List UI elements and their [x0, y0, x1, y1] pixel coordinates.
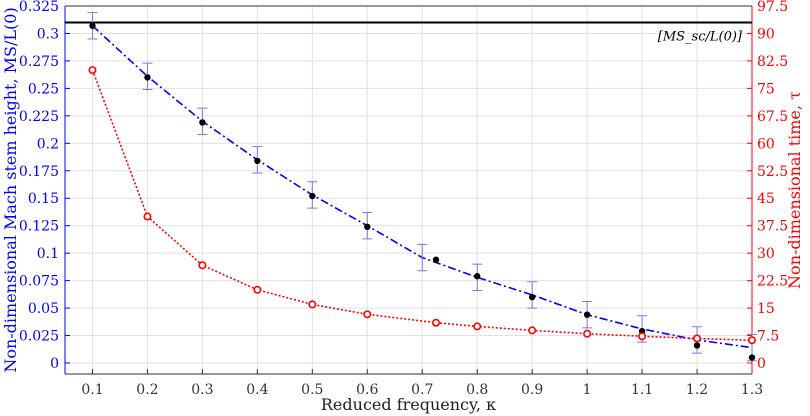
data-point-ms: [199, 119, 206, 126]
x-tick-label: 1.2: [686, 382, 708, 398]
data-point-tau: [88, 66, 97, 75]
x-tick-label: 1: [583, 382, 592, 398]
data-point-ms: [693, 342, 701, 349]
data-point-ms: [528, 293, 536, 301]
y-left-tick-label: 0.075: [19, 274, 59, 290]
y-right-tick-label: 0: [757, 356, 766, 372]
y-right-tick-label: 7.5: [757, 329, 779, 345]
x-tick-label: 1.3: [741, 382, 763, 398]
y-right-tick-label: 30: [757, 246, 775, 262]
x-tick-label: 0.1: [81, 382, 103, 398]
y-left-tick-label: 0.025: [19, 329, 59, 345]
x-tick-label: 0.9: [521, 382, 543, 398]
y-left-tick-label: 0.125: [19, 219, 59, 235]
y-right-tick-label: 45: [757, 191, 775, 207]
data-point-tau: [473, 322, 482, 331]
y-right-tick-label: 82.5: [757, 54, 788, 70]
y-right-tick-label: 90: [757, 26, 775, 42]
data-point-tau: [363, 310, 372, 319]
data-point-ms: [432, 256, 440, 263]
x-axis-title: Reduced frequency, κ: [321, 395, 496, 414]
x-tick-label: 0.5: [301, 382, 323, 398]
data-point-ms: [474, 273, 481, 280]
y-left-axis-title: Non-dimensional Mach stem height, MS/L(0…: [1, 7, 20, 372]
y-left-tick-label: 0.3: [37, 26, 59, 42]
data-point-tau: [583, 329, 592, 338]
y-left-tick-label: 0.325: [19, 0, 59, 15]
y-left-tick-label: 0.2: [37, 136, 59, 152]
y-left-tick-label: 0.225: [19, 109, 59, 125]
y-left-tick-label: 0.275: [19, 54, 59, 70]
y-left-tick-label: 0.25: [28, 81, 59, 97]
data-point-ms: [748, 354, 756, 361]
x-tick-label: 0.8: [466, 382, 488, 398]
series-group: [87, 12, 757, 362]
data-point-ms: [254, 157, 261, 165]
data-point-tau: [638, 332, 647, 341]
data-point-tau: [528, 326, 537, 335]
x-tick-label: 1.1: [631, 382, 653, 398]
x-tick-label: 0.3: [191, 382, 213, 398]
y-right-axis-title: Non-dimensional time, τ: [785, 91, 804, 289]
x-tick-label: 0.4: [246, 382, 268, 398]
data-point-ms: [144, 74, 151, 81]
y-left-tick-label: 0.1: [37, 246, 59, 262]
y-left-tick-label: 0.15: [28, 191, 59, 207]
y-right-tick-label: 60: [757, 136, 775, 152]
x-tick-label: 0.6: [356, 382, 378, 398]
data-point-tau: [431, 318, 440, 327]
reference-line-label: [MS_sc/L(0)]: [658, 29, 743, 44]
tick-labels: 0.1 0.2 0.3 0.4 0.5 0.6 0.7 0.8 0.9 1 1.1 1.2 1.3 0 0.…: [19, 0, 788, 398]
y-left-tick-label: 0.05: [28, 301, 59, 317]
data-point-tau: [308, 300, 317, 309]
y-right-tick-label: 52.5: [757, 164, 788, 180]
y-left-tick-label: 0.175: [19, 164, 59, 180]
data-point-tau: [253, 285, 262, 294]
x-tick-label: 0.2: [136, 382, 158, 398]
y-right-tick-label: 75: [757, 81, 775, 97]
axes: [64, 5, 753, 375]
data-point-tau: [747, 336, 756, 345]
y-left-tick-label: 0: [50, 356, 59, 372]
y-right-tick-label: 37.5: [757, 219, 788, 235]
data-point-ms: [364, 223, 371, 230]
data-point-ms: [89, 22, 96, 29]
data-point-tau: [693, 334, 702, 343]
data-point-ms: [309, 192, 316, 200]
y-right-tick-label: 22.5: [757, 274, 788, 290]
data-point-ms: [583, 311, 591, 318]
y-right-tick-label: 15: [757, 301, 775, 317]
data-point-tau: [198, 261, 207, 270]
x-tick-label: 0.7: [411, 382, 433, 398]
y-right-tick-label: 97.5: [757, 0, 788, 15]
data-point-tau: [143, 212, 152, 221]
y-right-tick-label: 67.5: [757, 109, 788, 125]
